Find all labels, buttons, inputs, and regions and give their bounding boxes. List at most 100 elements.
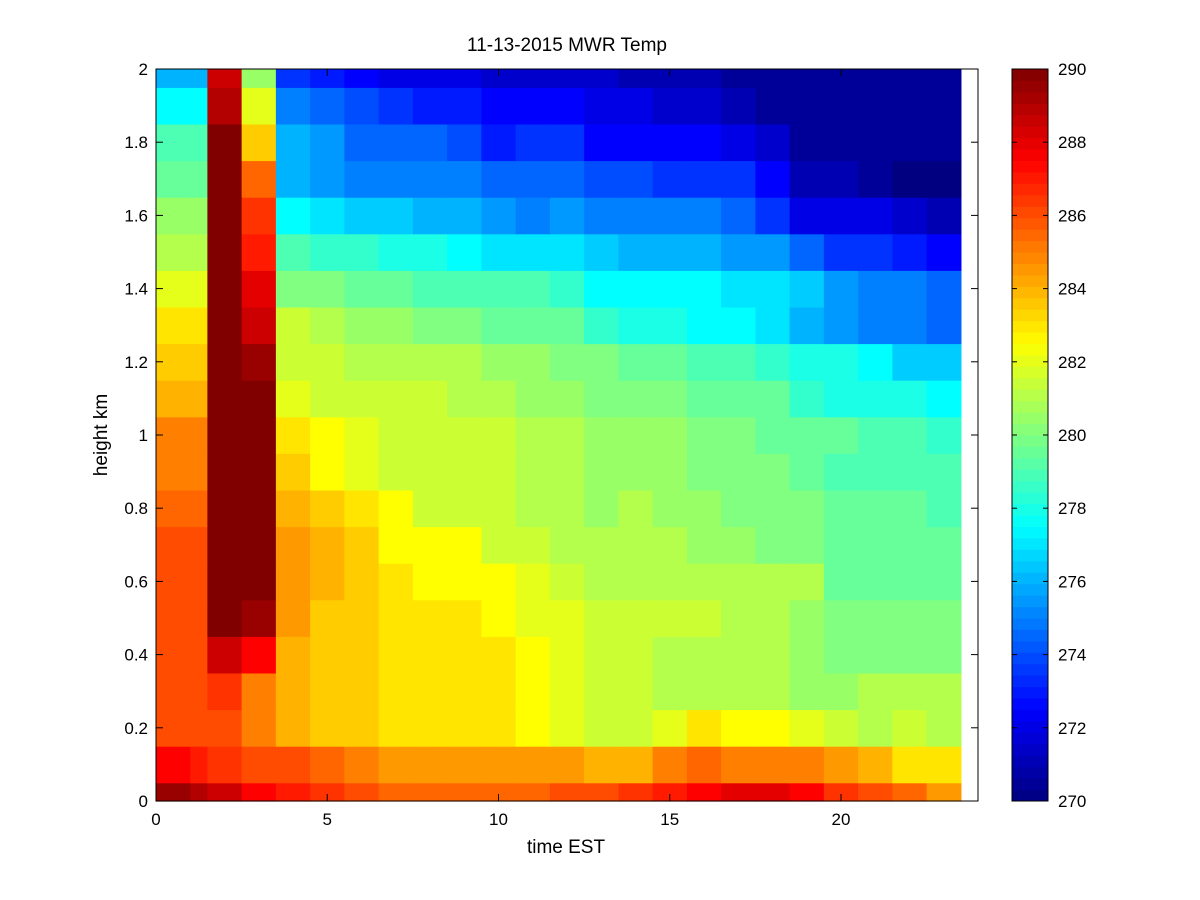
heatmap-cell bbox=[926, 343, 962, 381]
heatmap-cell bbox=[823, 489, 859, 528]
chart-title: 11-13-2015 MWR Temp bbox=[467, 35, 667, 56]
heatmap-cell bbox=[721, 416, 756, 454]
heatmap-cell bbox=[190, 69, 208, 88]
heatmap-cell bbox=[892, 343, 928, 381]
heatmap-cell bbox=[652, 270, 688, 308]
heatmap-cell bbox=[481, 306, 517, 345]
heatmap-cell bbox=[618, 416, 654, 454]
y-axis: 0 0.2 0.4 0.6 0.8 1 1.2 1.4 1.6 1.8 2 bbox=[124, 60, 978, 811]
heatmap-cell bbox=[789, 160, 825, 198]
heatmap-cell bbox=[721, 160, 756, 198]
heatmap-cell bbox=[310, 87, 345, 125]
heatmap-cell bbox=[447, 672, 482, 711]
heatmap-cell bbox=[618, 233, 654, 271]
heatmap-cell bbox=[481, 782, 517, 802]
heatmap-cell bbox=[412, 233, 448, 271]
heatmap-cell bbox=[892, 416, 928, 454]
heatmap-cell bbox=[823, 233, 859, 271]
colorbar-step bbox=[1012, 297, 1048, 310]
heatmap-cell bbox=[858, 782, 893, 802]
heatmap-cell bbox=[481, 453, 517, 491]
heatmap-cell bbox=[892, 453, 928, 491]
heatmap-cell bbox=[156, 672, 191, 711]
heatmap-cell bbox=[823, 709, 859, 747]
heatmap-cell bbox=[515, 453, 551, 491]
heatmap-cell bbox=[618, 306, 654, 345]
colorbar-step bbox=[1012, 572, 1048, 585]
heatmap-cell bbox=[755, 636, 791, 674]
heatmap-cell bbox=[549, 709, 585, 747]
heatmap-cell bbox=[310, 709, 345, 747]
colorbar-step bbox=[1012, 252, 1048, 264]
heatmap-cell bbox=[686, 563, 722, 601]
heatmap-cell bbox=[412, 709, 448, 747]
heatmap-cell bbox=[549, 636, 585, 674]
x-axis-label: time EST bbox=[527, 837, 606, 858]
heatmap-cell bbox=[892, 746, 928, 784]
heatmap-cell bbox=[652, 233, 688, 271]
colorbar-step bbox=[1012, 114, 1048, 127]
colorbar-step bbox=[1012, 149, 1048, 161]
heatmap-cell bbox=[344, 782, 380, 802]
heatmap-cell bbox=[789, 380, 825, 418]
heatmap-cell bbox=[156, 87, 191, 125]
heatmap-cell bbox=[447, 380, 482, 418]
colorbar-tick-label: 286 bbox=[1058, 206, 1086, 225]
heatmap-cell bbox=[241, 746, 277, 784]
heatmap-cell bbox=[412, 123, 448, 162]
heatmap-cell bbox=[412, 489, 448, 528]
heatmap-cell bbox=[515, 526, 551, 564]
heatmap-cell bbox=[447, 87, 482, 125]
heatmap-cell bbox=[344, 563, 380, 601]
heatmap-cell bbox=[447, 453, 482, 491]
colorbar-step bbox=[1012, 732, 1048, 745]
heatmap-cell bbox=[241, 270, 277, 308]
heatmap-cell bbox=[926, 526, 962, 564]
heatmap-cell bbox=[447, 343, 482, 381]
y-tick-label: 1.2 bbox=[124, 353, 148, 372]
heatmap-cell bbox=[926, 453, 962, 491]
heatmap-cell bbox=[515, 87, 551, 125]
heatmap-cell bbox=[652, 563, 688, 601]
heatmap-cell bbox=[823, 160, 859, 198]
heatmap-cell bbox=[789, 87, 825, 125]
heatmap-cell bbox=[275, 160, 311, 198]
heatmap-cell bbox=[721, 123, 756, 162]
heatmap-cell bbox=[156, 69, 191, 88]
heatmap-cell bbox=[652, 782, 688, 802]
heatmap-cell bbox=[823, 782, 859, 802]
heatmap-cell bbox=[926, 746, 962, 784]
heatmap-cell bbox=[447, 636, 482, 674]
heatmap-cell bbox=[652, 672, 688, 711]
heatmap-cell bbox=[721, 233, 756, 271]
heatmap-cell bbox=[378, 123, 414, 162]
heatmap-cell bbox=[447, 416, 482, 454]
colorbar-tick-label: 282 bbox=[1058, 353, 1086, 372]
heatmap-cell bbox=[823, 270, 859, 308]
y-tick-label: 1.8 bbox=[124, 133, 148, 152]
heatmap-cell bbox=[789, 489, 825, 528]
heatmap-cell bbox=[652, 636, 688, 674]
heatmap-cell bbox=[310, 782, 345, 802]
heatmap-cell bbox=[892, 709, 928, 747]
colorbar-step bbox=[1012, 595, 1048, 608]
heatmap-cell bbox=[515, 380, 551, 418]
heatmap-cell bbox=[515, 672, 551, 711]
heatmap-cell bbox=[515, 343, 551, 381]
colorbar-step bbox=[1012, 91, 1048, 104]
heatmap-cell bbox=[618, 380, 654, 418]
heatmap-cell bbox=[378, 599, 414, 637]
heatmap-cell bbox=[652, 599, 688, 637]
heatmap-cell bbox=[755, 380, 791, 418]
heatmap-cell bbox=[823, 636, 859, 674]
heatmap-cell bbox=[310, 746, 345, 784]
heatmap-cell bbox=[344, 672, 380, 711]
heatmap-cell bbox=[515, 416, 551, 454]
heatmap-cell bbox=[789, 306, 825, 345]
colorbar-step bbox=[1012, 640, 1048, 653]
heatmap-cell bbox=[207, 69, 243, 88]
heatmap-cell bbox=[275, 87, 311, 125]
heatmap-cell bbox=[241, 672, 277, 711]
heatmap-cell bbox=[481, 599, 517, 637]
